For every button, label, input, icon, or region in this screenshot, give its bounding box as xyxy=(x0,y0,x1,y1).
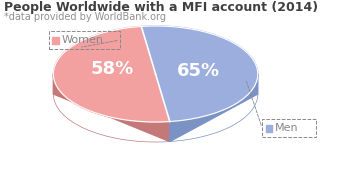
Text: Women: Women xyxy=(61,35,103,45)
Text: People Worldwide with a MFI account (2014): People Worldwide with a MFI account (201… xyxy=(4,1,318,14)
Text: *data provided by WorldBank.org: *data provided by WorldBank.org xyxy=(4,12,165,22)
Bar xyxy=(266,125,272,132)
Text: Men: Men xyxy=(275,123,298,133)
Polygon shape xyxy=(53,26,170,122)
Polygon shape xyxy=(141,26,258,122)
Bar xyxy=(262,119,315,137)
Polygon shape xyxy=(53,74,170,142)
Bar xyxy=(52,37,59,44)
Text: 65%: 65% xyxy=(177,62,220,80)
Polygon shape xyxy=(170,74,258,142)
Text: 58%: 58% xyxy=(91,60,134,78)
Bar xyxy=(49,31,120,49)
